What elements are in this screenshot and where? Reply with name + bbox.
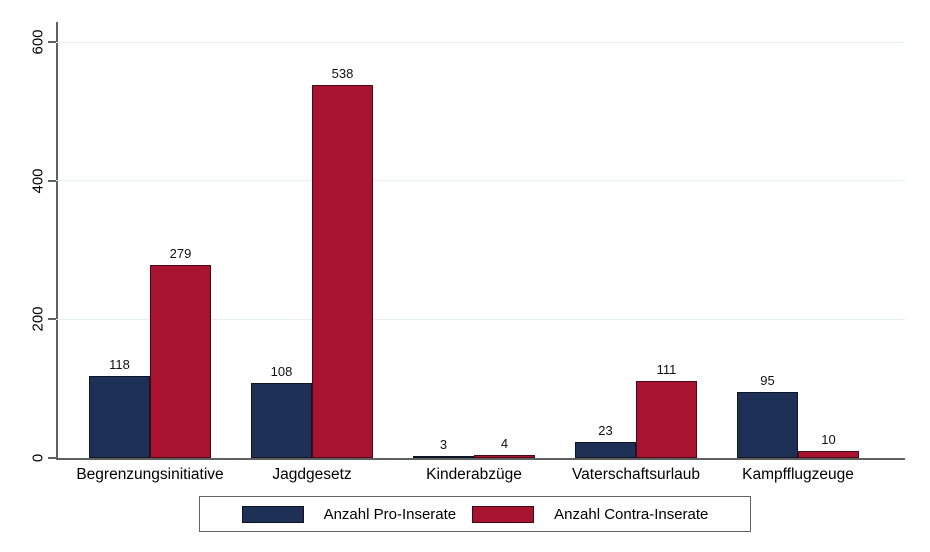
bar <box>575 442 636 458</box>
legend-item: Anzahl Pro-Inserate <box>241 505 457 523</box>
y-tick-label: 400 <box>29 168 47 194</box>
bar <box>312 85 373 458</box>
y-tick <box>48 179 56 182</box>
chart-legend: Anzahl Pro-Inserate Anzahl Contra-Inserat… <box>199 496 751 532</box>
y-tick-label: 200 <box>29 306 47 332</box>
legend-label: Anzahl Pro-Inserate <box>323 505 457 523</box>
y-tick <box>48 41 56 43</box>
bar <box>474 455 535 458</box>
x-category-label: Vaterschaftsurlaub <box>571 466 701 483</box>
x-category-label: Kinderabzüge <box>426 466 522 483</box>
legend-label: Anzahl Contra-Inserate <box>554 505 709 523</box>
y-tick <box>48 318 56 321</box>
x-category-label: Jagdgesetz <box>272 466 352 483</box>
gridline <box>56 318 905 320</box>
x-axis-line <box>56 458 905 460</box>
bar <box>150 265 211 458</box>
bar <box>413 456 474 458</box>
y-tick <box>48 457 56 459</box>
legend-swatch <box>241 505 304 523</box>
bar-value-label: 538 <box>331 66 354 81</box>
bar-value-label: 279 <box>169 246 192 261</box>
x-category-label: Begrenzungsinitiative <box>76 466 224 483</box>
y-tick-label: 0 <box>29 453 47 463</box>
bar <box>89 376 150 458</box>
legend-item: Anzahl Contra-Inserate <box>472 505 709 523</box>
legend-swatch <box>472 505 535 523</box>
bar <box>636 381 697 458</box>
gridline <box>56 180 905 182</box>
y-tick-label: 600 <box>29 29 47 55</box>
bar-value-label: 23 <box>598 423 613 438</box>
gridline <box>56 41 905 43</box>
bar-value-label: 108 <box>270 364 293 379</box>
bar-value-label: 4 <box>500 436 509 451</box>
bar-value-label: 95 <box>760 373 775 388</box>
bar-value-label: 111 <box>656 362 677 377</box>
bar-value-label: 118 <box>109 357 130 372</box>
y-axis-line <box>56 22 58 459</box>
bar-value-label: 10 <box>821 432 836 447</box>
x-category-label: Kampfflugzeuge <box>742 466 854 483</box>
bar-value-label: 3 <box>439 437 448 452</box>
bar <box>798 451 859 458</box>
bar <box>737 392 798 458</box>
bar <box>251 383 312 458</box>
